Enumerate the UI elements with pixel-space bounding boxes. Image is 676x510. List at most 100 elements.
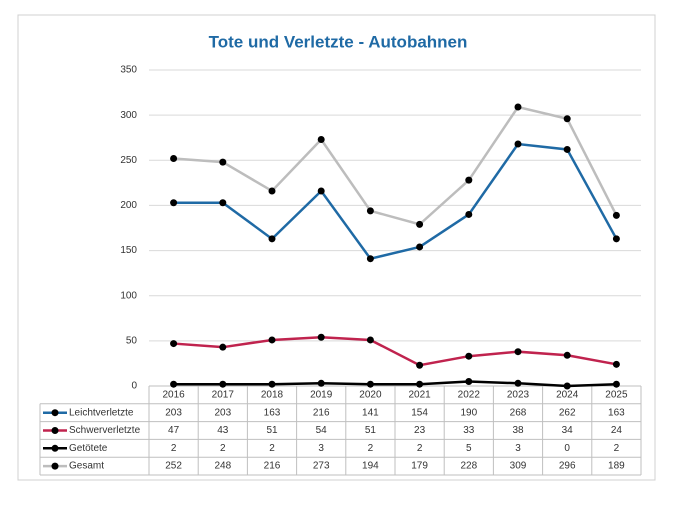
legend-label: Gesamt (69, 461, 104, 472)
marker (465, 377, 473, 385)
table-value: 309 (510, 461, 527, 472)
table-value: 216 (264, 461, 281, 472)
x-tick-label: 2019 (310, 390, 333, 401)
table-value: 154 (411, 407, 428, 418)
table-value: 24 (611, 425, 623, 436)
y-tick-label: 150 (120, 245, 137, 256)
y-tick-label: 0 (131, 381, 137, 392)
table-value: 216 (313, 407, 330, 418)
table-value: 2 (417, 443, 423, 454)
table-value: 3 (515, 443, 521, 454)
marker (219, 343, 227, 351)
table-value: 2 (220, 443, 226, 454)
marker (416, 361, 424, 369)
marker (563, 115, 571, 123)
x-tick-label: 2017 (212, 390, 235, 401)
marker (612, 360, 620, 368)
marker (563, 351, 571, 359)
marker (317, 187, 325, 195)
table-value: 23 (414, 425, 426, 436)
legend-label: Leichtverletzte (69, 407, 134, 418)
marker (514, 348, 522, 356)
x-tick-label: 2024 (556, 390, 579, 401)
table-value: 203 (214, 407, 231, 418)
marker (170, 380, 178, 388)
marker (268, 380, 276, 388)
table-value: 54 (316, 425, 328, 436)
series-line (173, 105, 618, 226)
marker (465, 176, 473, 184)
x-tick-label: 2020 (359, 390, 382, 401)
legend-label: Schwerverletzte (69, 425, 141, 436)
table-value: 2 (269, 443, 275, 454)
table-value: 34 (562, 425, 574, 436)
table-value: 51 (266, 425, 278, 436)
y-tick-label: 50 (126, 335, 138, 346)
table-value: 43 (217, 425, 229, 436)
marker (465, 210, 473, 218)
x-tick-label: 2018 (261, 390, 284, 401)
chart-title: Tote und Verletzte - Autobahnen (209, 32, 468, 51)
marker (170, 154, 178, 162)
marker (514, 103, 522, 111)
y-tick-label: 350 (120, 65, 137, 76)
table-value: 0 (564, 443, 570, 454)
marker (170, 199, 178, 207)
chart-border (17, 14, 656, 481)
table-value: 268 (510, 407, 527, 418)
table-value: 203 (165, 407, 182, 418)
x-tick-label: 2025 (605, 390, 628, 401)
table-value: 248 (214, 461, 231, 472)
marker (219, 158, 227, 166)
marker (416, 220, 424, 228)
table-value: 2 (614, 443, 620, 454)
marker (366, 207, 374, 215)
marker (268, 336, 276, 344)
table-value: 252 (165, 461, 182, 472)
marker (317, 333, 325, 341)
marker (366, 255, 374, 263)
table-value: 262 (559, 407, 576, 418)
y-tick-label: 200 (120, 200, 137, 211)
table-value: 38 (512, 425, 524, 436)
series-line (173, 380, 617, 388)
marker (416, 380, 424, 388)
x-tick-label: 2016 (162, 390, 185, 401)
table-value: 51 (365, 425, 377, 436)
marker (317, 136, 325, 144)
marker (612, 380, 620, 388)
table-value: 33 (463, 425, 475, 436)
table-value: 163 (608, 407, 625, 418)
y-tick-label: 300 (120, 110, 137, 121)
table-value: 273 (313, 461, 330, 472)
marker (563, 382, 571, 390)
legend-label: Getötete (69, 443, 108, 454)
table-value: 228 (460, 461, 477, 472)
marker (514, 140, 522, 148)
marker (612, 235, 620, 243)
marker (514, 379, 522, 387)
table-value: 47 (168, 425, 180, 436)
x-tick-label: 2023 (507, 390, 530, 401)
marker (563, 145, 571, 153)
table-value: 141 (362, 407, 379, 418)
series-line (173, 335, 617, 367)
marker (317, 379, 325, 387)
marker (366, 380, 374, 388)
legend-marker (51, 427, 59, 434)
marker (268, 235, 276, 243)
legend-marker (51, 444, 59, 452)
y-tick-label: 100 (120, 290, 137, 301)
table-value: 194 (362, 461, 379, 472)
y-tick-label: 250 (120, 155, 137, 166)
table-value: 3 (318, 443, 324, 454)
marker (170, 340, 178, 348)
table-value: 179 (411, 461, 428, 472)
table-value: 2 (368, 443, 374, 454)
x-tick-label: 2021 (408, 390, 431, 401)
series-line (173, 142, 618, 261)
marker (219, 199, 227, 207)
marker (268, 187, 276, 195)
legend-marker (51, 462, 59, 470)
